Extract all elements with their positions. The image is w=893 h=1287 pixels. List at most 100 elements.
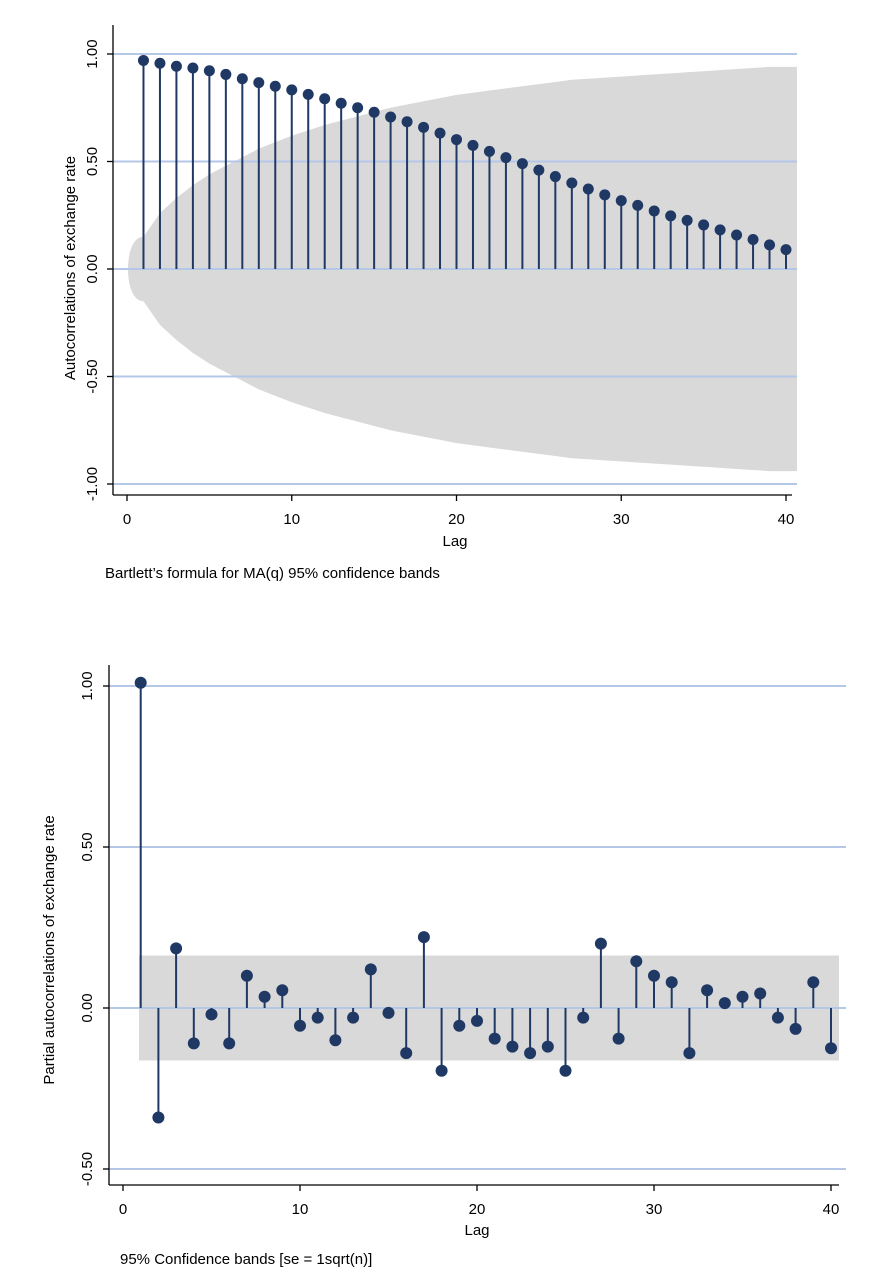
acf-point: [253, 77, 265, 89]
pacf-y-tick-label: 0.00: [79, 993, 96, 1022]
pacf-point: [718, 997, 731, 1010]
pacf-point: [665, 976, 678, 989]
acf-y-tick-label: 1.00: [84, 39, 101, 68]
acf-point: [187, 62, 199, 74]
acf-x-tick-label: 20: [448, 511, 465, 528]
pacf-point: [471, 1014, 483, 1027]
pacf-point: [240, 969, 253, 982]
acf-x-tick-label: 40: [778, 511, 795, 528]
pacf-x-tick-label: 20: [469, 1201, 486, 1218]
pacf-point: [541, 1040, 554, 1053]
pacf-point: [506, 1040, 519, 1053]
pacf-gridlines: [109, 685, 846, 1170]
acf-y-tick-label: 0.50: [84, 147, 101, 176]
pacf-point: [347, 1011, 360, 1024]
pacf-point: [417, 931, 430, 944]
pacf-point: [825, 1042, 837, 1055]
pacf-y-tick-label: 1.00: [79, 671, 96, 700]
pacf-x-axis-title: Lag: [464, 1222, 489, 1239]
pacf-y-ticks: -0.50 0.00 0.50 1.00: [79, 671, 109, 1186]
acf-point: [236, 73, 248, 85]
acf-point: [549, 171, 561, 183]
acf-y-ticks: -1.00 -0.50 0.00 0.50 1.00: [84, 39, 113, 501]
pacf-point: [364, 963, 377, 976]
pacf-confidence-note: 95% Confidence bands [se = 1sqrt(n)]: [120, 1251, 372, 1268]
pacf-x-tick-label: 10: [292, 1201, 309, 1218]
acf-point: [780, 244, 792, 256]
pacf-point: [754, 987, 767, 1000]
acf-point: [747, 234, 759, 246]
acf-point: [483, 145, 495, 157]
acf-point: [698, 219, 710, 231]
pacf-x-tick-label: 30: [646, 1201, 663, 1218]
pacf-stems: [134, 676, 837, 1124]
pacf-point: [789, 1022, 802, 1035]
acf-point: [665, 210, 677, 222]
pacf-point: [276, 984, 289, 997]
acf-gridlines: [113, 53, 797, 485]
pacf-point: [205, 1008, 218, 1021]
pacf-point: [488, 1032, 501, 1045]
pacf-x-tick-label: 40: [823, 1201, 840, 1218]
pacf-point: [683, 1047, 696, 1060]
acf-confidence-note: Bartlett’s formula for MA(q) 95% confide…: [105, 565, 440, 582]
acf-point: [566, 177, 578, 189]
acf-point: [599, 189, 611, 201]
acf-point: [385, 111, 397, 123]
pacf-x-tick-label: 0: [119, 1201, 127, 1218]
acf-x-tick-label: 0: [123, 511, 131, 528]
pacf-point: [453, 1019, 466, 1032]
acf-point: [516, 158, 528, 170]
pacf-y-axis-title: Partial autocorrelations of exchange rat…: [41, 815, 58, 1084]
acf-stems: [137, 54, 792, 269]
pacf-point: [612, 1032, 625, 1045]
pacf-point: [294, 1019, 306, 1032]
pacf-point: [524, 1047, 537, 1060]
pacf-y-tick-label: -0.50: [79, 1152, 96, 1186]
acf-point: [286, 84, 298, 96]
pacf-point: [594, 937, 607, 950]
acf-y-tick-label: -0.50: [84, 359, 101, 393]
acf-x-ticks: 0 10 20 30 40: [123, 495, 795, 528]
acf-point: [319, 93, 331, 105]
pacf-point: [400, 1047, 413, 1060]
pacf-point: [329, 1034, 342, 1047]
pacf-point: [701, 984, 714, 997]
acf-x-tick-label: 30: [613, 511, 630, 528]
acf-point: [582, 183, 594, 195]
pacf-y-tick-label: 0.50: [79, 832, 96, 861]
acf-x-tick-label: 10: [283, 511, 300, 528]
pacf-point: [736, 990, 749, 1003]
acf-y-tick-label: 0.00: [84, 254, 101, 283]
acf-point: [203, 65, 215, 77]
acf-point: [632, 199, 644, 211]
acf-point: [714, 224, 726, 236]
acf-point: [335, 97, 347, 109]
acf-point: [154, 57, 166, 69]
acf-point: [731, 229, 743, 241]
acf-point: [170, 60, 182, 72]
pacf-point: [311, 1011, 324, 1024]
pacf-point: [187, 1037, 200, 1050]
acf-y-axis-title: Autocorrelations of exchange rate: [62, 156, 79, 380]
acf-point: [648, 205, 660, 217]
acf-point: [269, 80, 281, 92]
pacf-point: [648, 969, 660, 982]
acf-point: [434, 127, 446, 139]
acf-point: [467, 139, 479, 151]
pacf-point: [152, 1111, 165, 1124]
pacf-point: [771, 1011, 784, 1024]
pacf-point: [435, 1064, 448, 1077]
pacf-point: [134, 676, 147, 689]
acf-point: [220, 68, 232, 80]
acf-point: [500, 152, 512, 164]
acf-point: [418, 121, 430, 133]
acf-point: [451, 134, 462, 146]
pacf-point: [258, 990, 271, 1003]
pacf-point: [559, 1064, 572, 1077]
acf-point: [368, 106, 380, 118]
pacf-point: [577, 1011, 590, 1024]
acf-point: [352, 102, 364, 114]
pacf-chart: -0.50 0.00 0.50 1.00 0 10 20 30 40 Lag Partial …: [41, 665, 846, 1268]
